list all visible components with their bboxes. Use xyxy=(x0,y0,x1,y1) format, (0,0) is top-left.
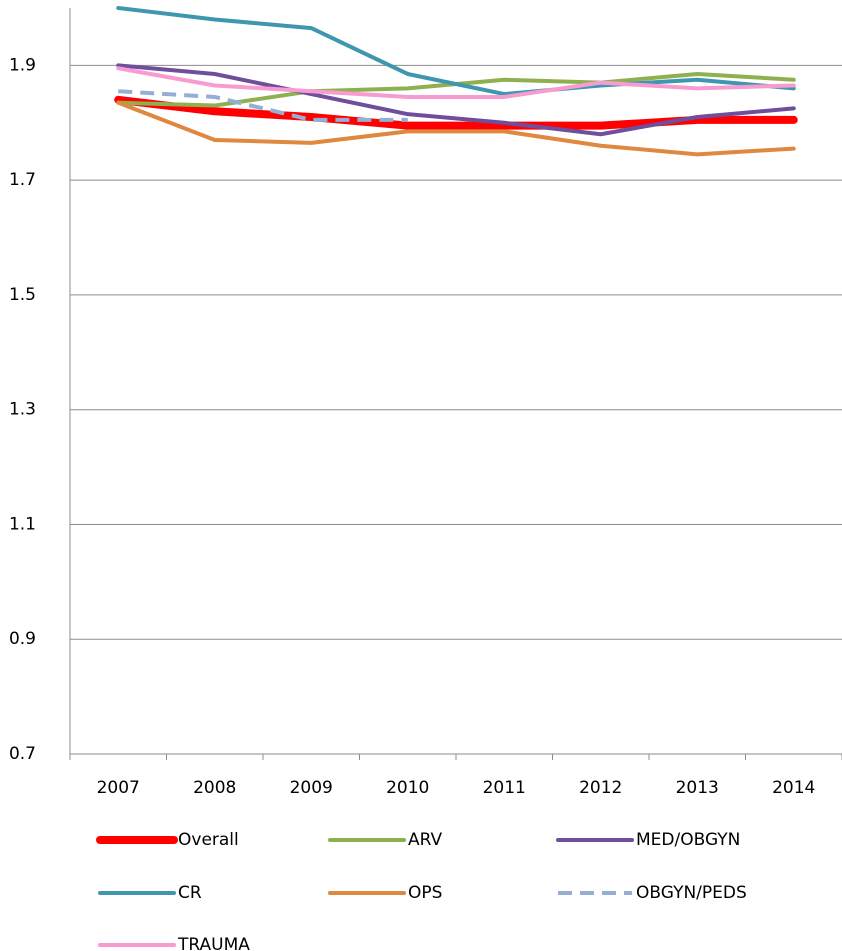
y-tick-label: 1.1 xyxy=(9,514,36,534)
x-tick-label: 2009 xyxy=(290,778,333,798)
x-tick-label: 2007 xyxy=(97,778,140,798)
y-tick-label: 1.5 xyxy=(9,285,36,305)
legend-label: TRAUMA xyxy=(177,935,250,951)
y-tick-label: 1.7 xyxy=(9,170,36,190)
x-tick-label: 2012 xyxy=(579,778,622,798)
legend-label: OBGYN/PEDS xyxy=(636,883,747,903)
x-tick-label: 2013 xyxy=(676,778,719,798)
x-tick-label: 2011 xyxy=(483,778,526,798)
legend-label: OPS xyxy=(408,883,442,903)
y-tick-label: 1.9 xyxy=(9,55,36,75)
series-line xyxy=(118,89,408,122)
y-tick-label: 1.3 xyxy=(9,400,36,420)
x-tick-label: 2008 xyxy=(193,778,236,798)
series-line xyxy=(116,63,796,137)
legend-label: MED/OBGYN xyxy=(636,830,740,850)
series-line xyxy=(116,100,796,157)
legend-label: CR xyxy=(178,883,202,903)
x-tick-label: 2010 xyxy=(386,778,429,798)
legend-label: ARV xyxy=(408,830,443,850)
y-tick-label: 0.9 xyxy=(9,629,36,649)
legend-label: Overall xyxy=(178,830,239,850)
series-line xyxy=(116,66,796,99)
y-tick-label: 0.7 xyxy=(9,744,36,764)
series-line xyxy=(116,6,796,97)
x-tick-label: 2014 xyxy=(772,778,815,798)
